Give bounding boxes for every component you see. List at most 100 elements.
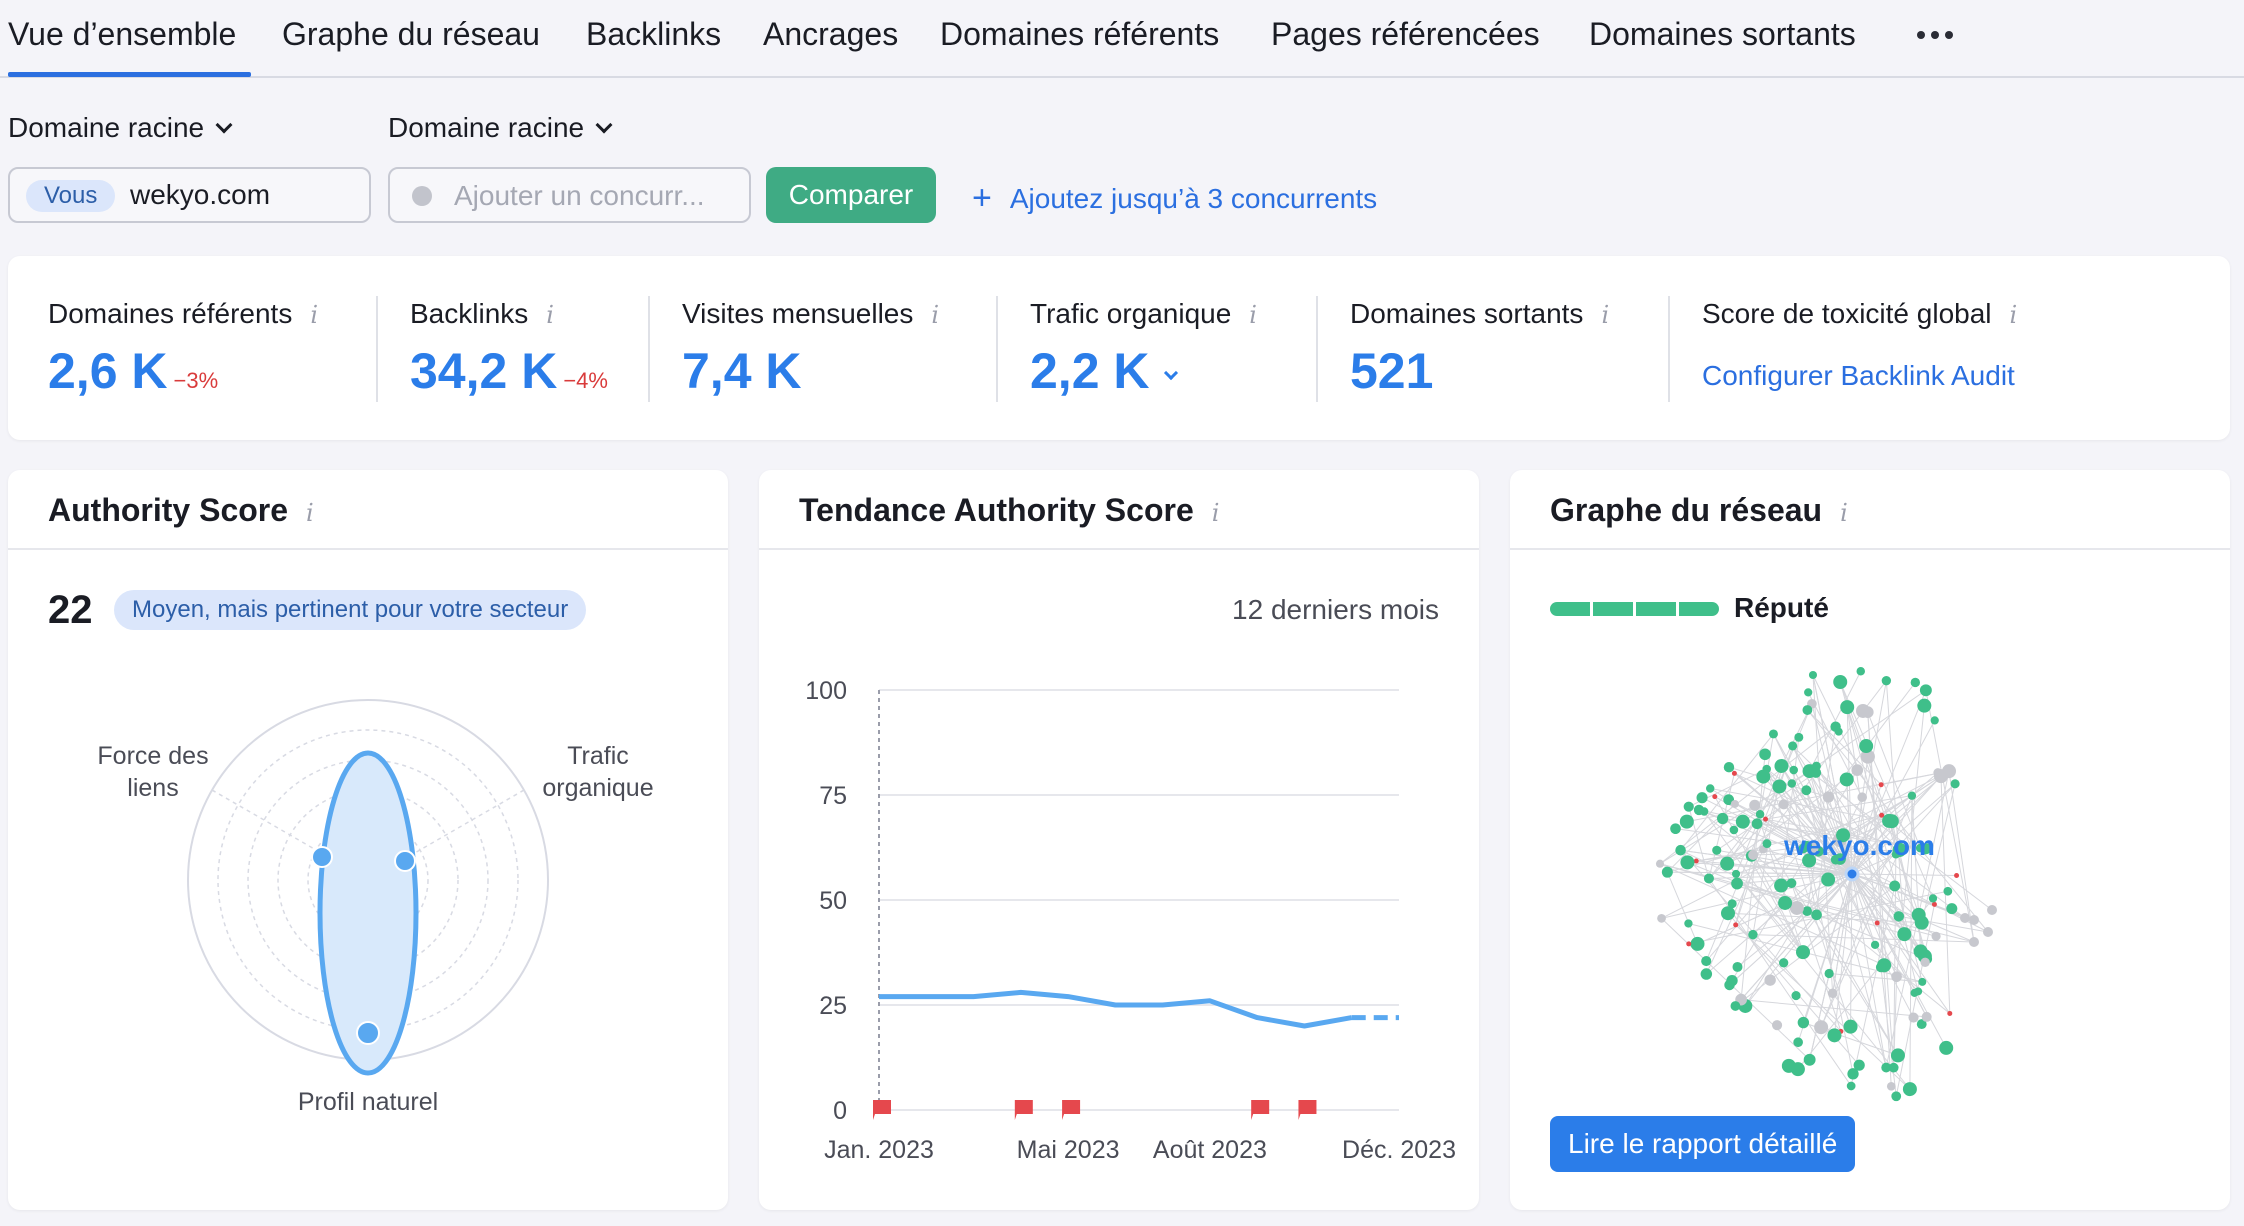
network-node (1882, 813, 1897, 828)
network-node (1686, 941, 1692, 947)
radar-label-natural-profile: Profil naturel (297, 1088, 439, 1116)
tab-outgoing-domains[interactable]: Domaines sortants (1589, 16, 1856, 52)
info-icon[interactable]: i (1211, 499, 1220, 527)
metric-value[interactable]: 7,4 K (682, 343, 802, 399)
network-node (1683, 801, 1694, 812)
authority-score-badge: Moyen, mais pertinent pour votre secteur (114, 590, 587, 630)
info-icon[interactable]: i (546, 301, 554, 329)
info-icon[interactable]: i (306, 499, 314, 527)
network-node (1693, 804, 1705, 816)
network-graph[interactable] (1510, 470, 2230, 1210)
network-node (1723, 761, 1735, 773)
network-node (1789, 900, 1804, 915)
network-node (1690, 936, 1705, 951)
read-report-button[interactable]: Lire le rapport détaillé (1550, 1116, 1856, 1172)
network-node (1851, 764, 1864, 776)
card-title: Tendance Authority Score (799, 492, 1194, 528)
network-node (1762, 839, 1772, 849)
network-node (1764, 974, 1776, 986)
metric-label: Domaines référents (48, 298, 293, 329)
tab-backlinks[interactable]: Backlinks (586, 16, 722, 52)
info-icon[interactable]: i (1249, 301, 1257, 329)
network-node (1857, 792, 1867, 802)
network-node (1839, 772, 1854, 787)
network-node (1827, 988, 1838, 999)
network-node (1759, 748, 1771, 761)
network-node (1732, 869, 1741, 878)
network-node (1893, 911, 1905, 922)
chevron-down-icon[interactable] (1163, 365, 1178, 381)
network-node (1693, 858, 1699, 864)
info-icon[interactable]: i (1601, 301, 1610, 329)
metric-value[interactable]: 2,6 K (48, 343, 168, 399)
network-node (1822, 791, 1835, 803)
network-node (1856, 667, 1865, 676)
network-nodes (1655, 667, 1997, 1102)
authority-score-card: Authority Score i 22 Moyen, mais pertinen… (8, 470, 728, 1210)
network-node (1732, 961, 1743, 972)
network-node (1730, 1001, 1741, 1011)
more-icon[interactable] (1917, 28, 1957, 42)
network-node (1814, 1020, 1829, 1035)
metric-value[interactable]: 521 (1350, 343, 1434, 399)
info-icon[interactable]: i (1840, 499, 1848, 527)
network-node (1794, 732, 1804, 742)
compare-button[interactable]: Comparer (766, 167, 936, 223)
metric-value[interactable]: 2,2 K (1030, 343, 1150, 399)
network-node (1789, 765, 1799, 775)
network-node (1875, 962, 1886, 973)
network-node (1908, 1012, 1919, 1023)
competitor-scope-label: Domaine racine (388, 112, 585, 143)
your-domain-value: wekyo.com (130, 179, 271, 210)
competitor-scope-dropdown[interactable]: Domaine racine (388, 112, 613, 144)
competitor-input[interactable]: Ajouter un concurr... (388, 167, 751, 223)
network-node (1853, 1059, 1865, 1071)
add-competitors-link[interactable]: + Ajoutez jusqu’à 3 concurrents (972, 178, 1377, 217)
network-node (1787, 779, 1797, 788)
network-node (1950, 779, 1960, 789)
network-node (1821, 872, 1836, 887)
network-node (1881, 675, 1892, 686)
network-node (1874, 920, 1880, 926)
network-node (1987, 905, 1997, 915)
network-node (1878, 782, 1884, 788)
info-icon[interactable]: i (310, 301, 319, 329)
network-node (1919, 684, 1932, 697)
tab-network-graph[interactable]: Graphe du réseau (282, 16, 540, 52)
x-tick-label: Déc. 2023 (1342, 1136, 1456, 1164)
chevron-down-icon (215, 116, 233, 134)
network-node (1943, 886, 1953, 896)
tab-referring-domains[interactable]: Domaines référents (940, 16, 1220, 52)
x-tick-label: Mai 2023 (1017, 1136, 1120, 1164)
your-domain-field[interactable]: Vous wekyo.com (8, 167, 371, 223)
tab-indexed-pages[interactable]: Pages référencées (1271, 16, 1540, 52)
metric-delta: −4% (563, 368, 608, 393)
series-line (879, 989, 1353, 1029)
network-node (1680, 855, 1695, 870)
network-node (1939, 1040, 1954, 1055)
y-tick-label: 75 (819, 782, 847, 810)
network-node (1928, 894, 1938, 903)
card-header: Graphe du réseau i (1510, 470, 2230, 550)
you-scope-dropdown[interactable]: Domaine racine (8, 112, 233, 144)
network-node (1808, 670, 1818, 680)
network-node (1701, 956, 1712, 967)
network-node (1916, 1019, 1927, 1030)
tab-anchors[interactable]: Ancrages (763, 16, 899, 52)
network-node (1749, 799, 1761, 811)
metric-value[interactable]: 34,2 K (410, 343, 558, 399)
network-node (1774, 878, 1789, 893)
tab-bar: Vue d’ensemble Graphe du réseau Backlink… (0, 0, 2244, 78)
tab-overview[interactable]: Vue d’ensemble (8, 16, 237, 52)
network-node (1969, 937, 1979, 947)
metric-label: Domaines sortants (1350, 298, 1584, 329)
configure-backlink-audit-link[interactable]: Configurer Backlink Audit (1702, 360, 2015, 391)
network-node (1892, 843, 1907, 858)
network-node (1915, 843, 1925, 853)
network-node (1778, 799, 1789, 810)
network-node (1917, 698, 1932, 713)
info-icon[interactable]: i (931, 301, 940, 329)
network-node (1920, 957, 1930, 967)
network-node (1797, 1016, 1810, 1029)
info-icon[interactable]: i (2009, 301, 2018, 329)
